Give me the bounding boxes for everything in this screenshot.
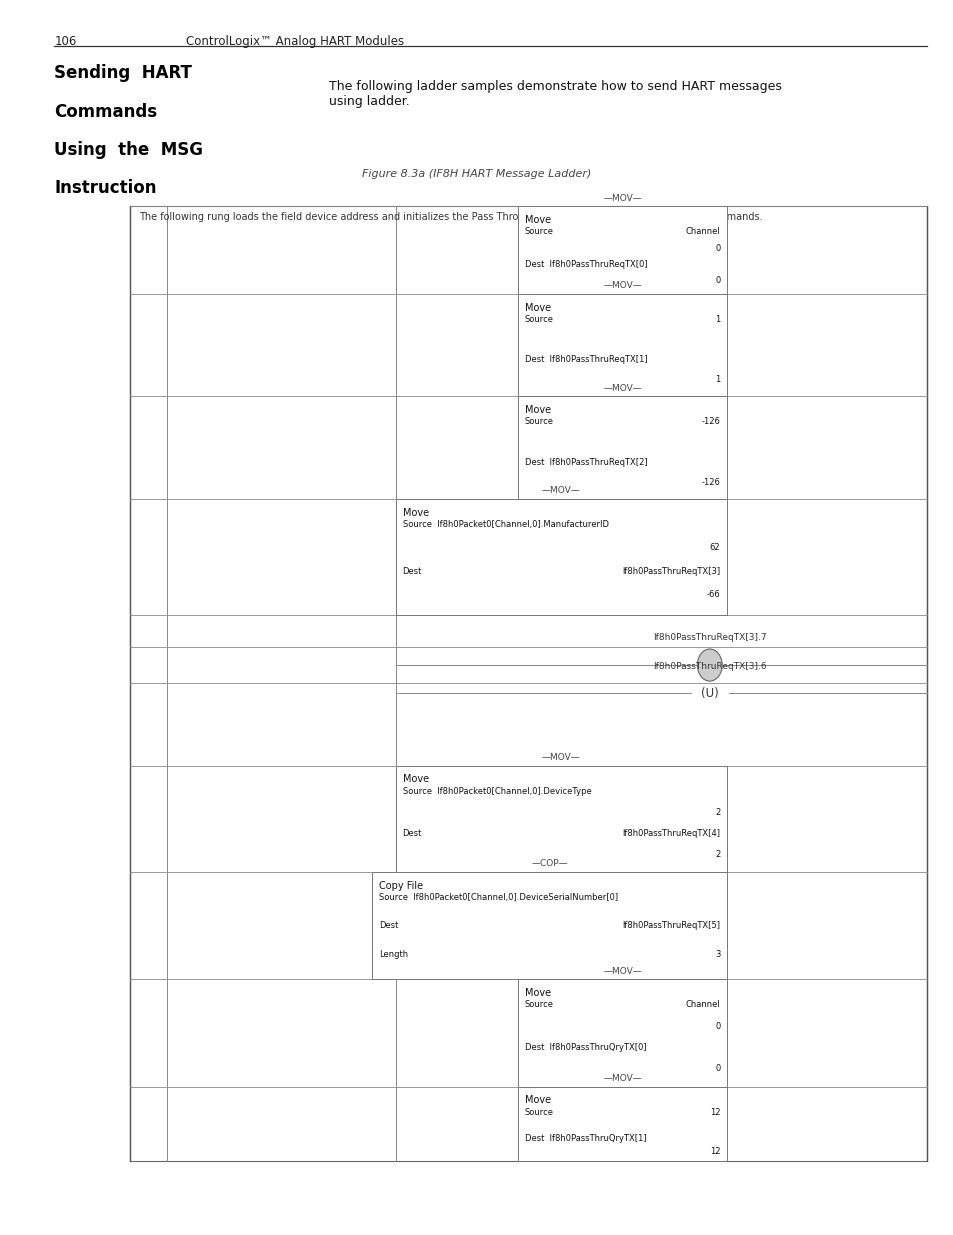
Text: lf8h0PassThruReqTX[4]: lf8h0PassThruReqTX[4] [621, 829, 720, 837]
Text: —MOV—: —MOV— [602, 1074, 641, 1083]
Bar [395, 766, 726, 872]
Text: Dest  lf8h0PassThruReqTX[2]: Dest lf8h0PassThruReqTX[2] [524, 458, 647, 467]
Text: Dest: Dest [378, 921, 397, 930]
Text: Source  lf8h0Packet0[Channel,0].ManufacturerID: Source lf8h0Packet0[Channel,0].Manufactu… [402, 520, 608, 529]
Bar [517, 1087, 726, 1161]
Text: lf8h0PassThruReqTX[5]: lf8h0PassThruReqTX[5] [621, 921, 720, 930]
Text: -126: -126 [700, 478, 720, 487]
Bar [395, 499, 726, 615]
Text: 2: 2 [714, 808, 720, 816]
Text: —COP—: —COP— [531, 860, 567, 868]
Text: The following rung loads the field device address and initializes the Pass Throu: The following rung loads the field devic… [139, 212, 762, 222]
Text: 1: 1 [714, 375, 720, 384]
Text: lf8h0PassThruReqTX[3].6: lf8h0PassThruReqTX[3].6 [652, 662, 766, 672]
Text: Sending  HART: Sending HART [54, 64, 193, 83]
Text: Length: Length [378, 950, 408, 958]
Text: Move: Move [524, 988, 550, 998]
Text: lf8h0PassThruReqTX[3]: lf8h0PassThruReqTX[3] [621, 567, 720, 576]
Text: —MOV—: —MOV— [541, 487, 580, 495]
Text: Move: Move [524, 405, 550, 415]
Text: ControlLogix™ Analog HART Modules: ControlLogix™ Analog HART Modules [186, 36, 404, 48]
Text: Dest  lf8h0PassThruReqTX[0]: Dest lf8h0PassThruReqTX[0] [524, 261, 647, 269]
Bar [517, 1087, 726, 1161]
Bar [517, 979, 726, 1087]
Text: Dest  lf8h0PassThruReqTX[1]: Dest lf8h0PassThruReqTX[1] [524, 356, 647, 364]
Text: —MOV—: —MOV— [602, 967, 641, 976]
Text: Source: Source [524, 1000, 553, 1009]
Text: -126: -126 [700, 417, 720, 426]
Bar [517, 206, 726, 294]
Text: Move: Move [524, 303, 550, 312]
Text: 62: 62 [709, 543, 720, 552]
Text: The following ladder samples demonstrate how to send HART messages
using ladder.: The following ladder samples demonstrate… [329, 80, 781, 109]
Text: Move: Move [402, 774, 428, 784]
Text: 1: 1 [714, 315, 720, 324]
Text: —MOV—: —MOV— [602, 282, 641, 290]
Bar [395, 499, 726, 615]
Text: Dest  lf8h0PassThruQryTX[1]: Dest lf8h0PassThruQryTX[1] [524, 1134, 645, 1142]
Text: 3: 3 [714, 950, 720, 958]
Text: Dest: Dest [402, 829, 421, 837]
Bar [372, 872, 726, 979]
Text: -66: -66 [706, 590, 720, 599]
Text: Move: Move [524, 215, 550, 225]
Text: Source: Source [524, 315, 553, 324]
Text: Source: Source [524, 227, 553, 236]
Text: 12: 12 [709, 1108, 720, 1116]
Text: (U): (U) [700, 687, 718, 700]
Text: Using  the  MSG: Using the MSG [54, 141, 203, 159]
Bar [130, 206, 926, 1161]
Text: Instruction: Instruction [54, 179, 156, 198]
Text: Commands: Commands [54, 103, 157, 121]
Text: Source  lf8h0Packet0[Channel,0].DeviceSerialNumber[0]: Source lf8h0Packet0[Channel,0].DeviceSer… [378, 893, 618, 902]
Bar [517, 396, 726, 499]
Text: Dest: Dest [402, 567, 421, 576]
Text: Source: Source [524, 417, 553, 426]
Text: Channel: Channel [685, 1000, 720, 1009]
Text: 12: 12 [709, 1146, 720, 1156]
Text: —MOV—: —MOV— [602, 194, 641, 203]
Bar [517, 979, 726, 1087]
Text: Copy File: Copy File [378, 881, 422, 890]
Text: Dest  lf8h0PassThruQryTX[0]: Dest lf8h0PassThruQryTX[0] [524, 1042, 645, 1052]
Circle shape [697, 650, 721, 682]
Bar [395, 766, 726, 872]
Bar [517, 206, 726, 294]
Bar [517, 396, 726, 499]
Text: Source: Source [524, 1108, 553, 1116]
Text: —MOV—: —MOV— [541, 753, 580, 762]
Text: Channel: Channel [685, 227, 720, 236]
Bar [372, 872, 726, 979]
Text: Move: Move [524, 1095, 550, 1105]
Text: 0: 0 [714, 1021, 720, 1031]
Text: Move: Move [402, 508, 428, 517]
Text: —MOV—: —MOV— [602, 384, 641, 393]
Text: 0: 0 [714, 1065, 720, 1073]
Text: 2: 2 [714, 850, 720, 858]
Text: 106: 106 [54, 36, 76, 48]
Text: 0: 0 [714, 277, 720, 285]
Bar [517, 294, 726, 396]
Text: Source  lf8h0Packet0[Channel,0].DeviceType: Source lf8h0Packet0[Channel,0].DeviceTyp… [402, 787, 591, 795]
Text: lf8h0PassThruReqTX[3].7: lf8h0PassThruReqTX[3].7 [652, 632, 766, 642]
Text: Figure 8.3a (IF8H HART Message Ladder): Figure 8.3a (IF8H HART Message Ladder) [362, 169, 591, 179]
Bar [517, 294, 726, 396]
Text: 0: 0 [714, 243, 720, 253]
